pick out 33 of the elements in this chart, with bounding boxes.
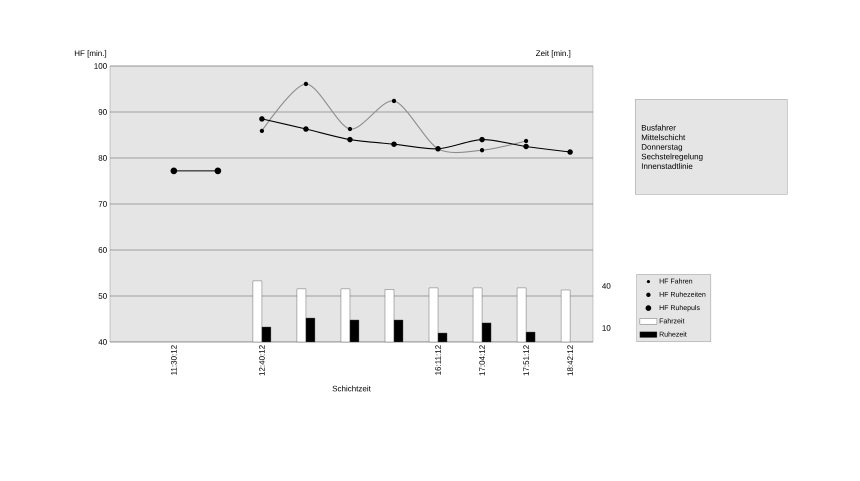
y2-tick-label: 10 bbox=[602, 325, 610, 331]
y2-axis-title: Zeit [min.] bbox=[536, 50, 570, 58]
x-tick-label: 16:11:12 bbox=[435, 345, 441, 375]
y-tick-label: 100 bbox=[94, 63, 107, 69]
point bbox=[347, 136, 353, 142]
point bbox=[303, 126, 309, 132]
text: Mittelschicht bbox=[642, 134, 686, 140]
x-tick-label: 18:42:12 bbox=[567, 345, 573, 376]
x-tick-label: 17:51:12 bbox=[523, 345, 529, 376]
y-tick-label: 40 bbox=[98, 339, 107, 345]
x-axis-title: Schichtzeit bbox=[332, 386, 371, 392]
y-tick-label: 60 bbox=[98, 247, 107, 253]
x-tick-label: 11:30:12 bbox=[171, 345, 177, 375]
x-tick-label: 12:40:12 bbox=[259, 345, 265, 376]
y-tick-label: 70 bbox=[98, 201, 107, 207]
point bbox=[391, 141, 397, 147]
point bbox=[170, 168, 178, 174]
bar bbox=[560, 290, 570, 342]
text: Sechstelregelung bbox=[642, 153, 703, 161]
text: Busfahrer bbox=[642, 124, 676, 131]
text: Donnerstag bbox=[642, 144, 682, 152]
y-tick-label: 50 bbox=[98, 293, 107, 299]
y2-tick-label: 40 bbox=[602, 283, 610, 289]
point bbox=[214, 168, 222, 174]
y-axis-title: HF [min.] bbox=[74, 50, 106, 58]
y-tick-label: 80 bbox=[98, 155, 107, 161]
point bbox=[479, 136, 485, 142]
point bbox=[523, 144, 529, 150]
text: Innenstadtlinie bbox=[642, 163, 692, 169]
x-tick-label: 17:04:12 bbox=[479, 345, 485, 376]
point bbox=[259, 116, 265, 122]
y-tick-label: 90 bbox=[98, 109, 107, 115]
point bbox=[567, 149, 573, 155]
